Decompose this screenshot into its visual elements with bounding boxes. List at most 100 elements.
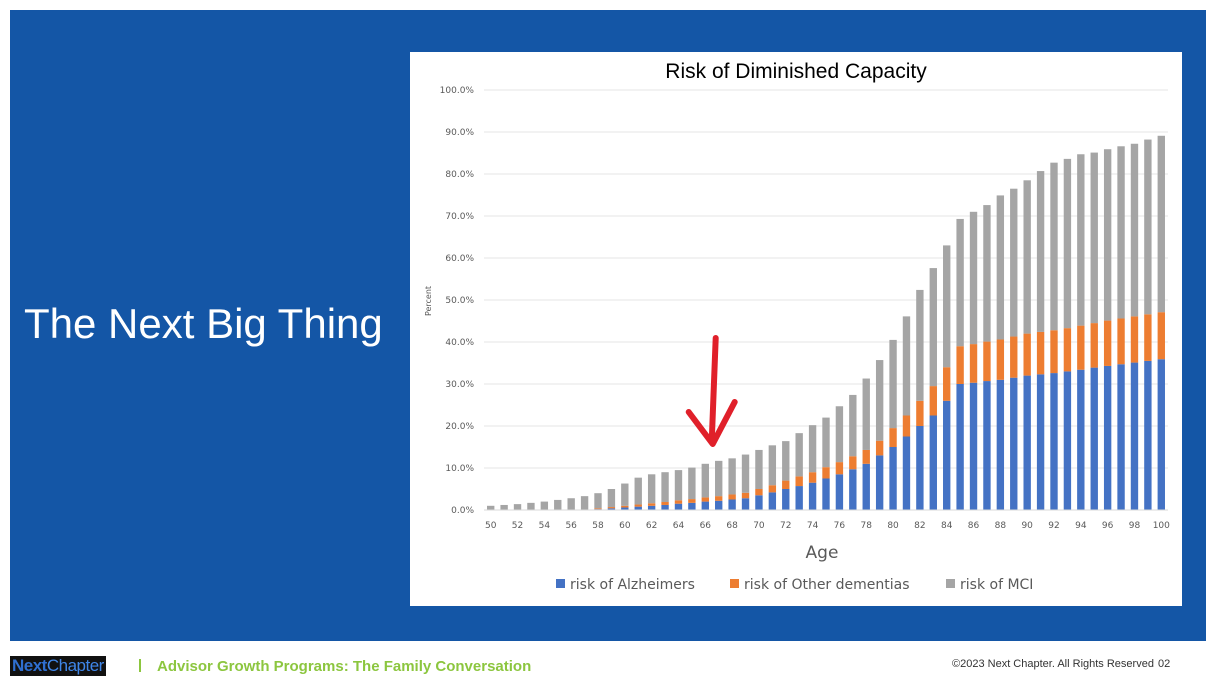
bar-segment <box>929 386 937 416</box>
x-tick-label: 58 <box>592 521 604 531</box>
bar-segment <box>1144 360 1152 510</box>
bar-segment <box>1130 143 1139 317</box>
bar-segment <box>580 496 589 510</box>
bar-segment <box>996 195 1005 340</box>
bar-segment <box>540 501 549 510</box>
bar-segment <box>902 415 911 437</box>
bar-segment <box>715 496 723 501</box>
down-arrow-icon <box>685 335 738 447</box>
bar-segment <box>1130 316 1139 363</box>
bar-segment <box>1090 152 1098 324</box>
y-tick-label: 100.0% <box>440 86 475 96</box>
bar-segment <box>1023 375 1031 510</box>
page-number: 02 <box>1158 658 1171 670</box>
bar-segment <box>808 482 817 510</box>
bar-segment <box>795 476 803 487</box>
bar-segment <box>795 486 803 510</box>
bar-segment <box>1103 320 1112 366</box>
bar-segment <box>983 341 991 382</box>
bar-segment <box>875 360 884 441</box>
bar-segment <box>862 463 870 510</box>
bar-segment <box>822 478 830 510</box>
x-tick-label: 70 <box>753 521 765 531</box>
x-tick-label: 82 <box>914 521 925 531</box>
bar-segment <box>902 316 911 416</box>
x-tick-label: 92 <box>1048 521 1059 531</box>
bar-segment <box>728 499 736 510</box>
bar-segment <box>956 218 964 347</box>
bar-segment <box>1036 331 1045 375</box>
bar-segment <box>849 394 857 457</box>
bar-segment <box>688 467 696 500</box>
bar-segment <box>1077 369 1085 510</box>
y-tick-label: 40.0% <box>445 338 474 348</box>
bar-segment <box>969 382 978 510</box>
x-tick-label: 62 <box>646 521 657 531</box>
bar-segment <box>688 499 696 503</box>
bar-segment <box>782 489 790 510</box>
bar-segment <box>688 502 696 510</box>
bar-segment <box>808 425 817 473</box>
bar-segment <box>996 339 1005 380</box>
bar-segment <box>1023 333 1031 376</box>
bar-segment <box>889 339 897 429</box>
chart-title: Risk of Diminished Capacity <box>665 60 927 83</box>
bar-segment <box>554 499 562 510</box>
bar-segment <box>1010 336 1018 378</box>
bar-segment <box>782 441 790 481</box>
bar-segment <box>862 449 870 464</box>
bar-segment <box>701 501 709 510</box>
bar-segment <box>1117 146 1125 319</box>
x-tick-label: 52 <box>512 521 523 531</box>
x-tick-label: 98 <box>1129 521 1141 531</box>
bar-segment <box>1090 323 1098 368</box>
bar-segment <box>983 205 991 342</box>
slide-heading: The Next Big Thing <box>24 300 383 347</box>
x-tick-label: 76 <box>834 521 846 531</box>
bar-segment <box>661 472 669 503</box>
footer-program-title: Advisor Growth Programs: The Family Conv… <box>157 658 532 675</box>
bar-segment <box>1063 371 1072 510</box>
x-tick-label: 68 <box>726 521 738 531</box>
bar-segment <box>755 449 763 489</box>
bar-segment <box>943 245 951 368</box>
x-tick-label: 86 <box>968 521 980 531</box>
legend-swatch <box>556 579 565 588</box>
bar-segment <box>943 367 951 401</box>
bar-segment <box>634 504 642 507</box>
bar-segment <box>755 489 763 496</box>
x-tick-label: 80 <box>887 521 899 531</box>
bar-segment <box>768 485 777 493</box>
bar-segment <box>916 400 924 426</box>
x-tick-label: 94 <box>1075 521 1087 531</box>
next-chapter-logo: NextChapter <box>10 656 106 676</box>
y-tick-label: 70.0% <box>445 212 474 222</box>
bar-segment <box>661 504 669 510</box>
bar-segment <box>1063 328 1072 372</box>
bar-segment <box>929 268 937 387</box>
y-tick-label: 90.0% <box>445 128 474 138</box>
annotation-arrow <box>685 335 738 447</box>
x-axis-ticks: 50 52 54 56 58 60 62 64 66 68 70 72 74 76 78 80 82 84 86 88… <box>485 521 1170 531</box>
bar-segment <box>795 433 803 477</box>
bar-segment <box>1050 330 1058 374</box>
bar-segment <box>943 400 951 510</box>
y-tick-label: 50.0% <box>445 296 474 306</box>
bar-segment <box>996 379 1005 510</box>
footer-separator <box>139 659 141 672</box>
x-tick-label: 64 <box>673 521 685 531</box>
bar-segment <box>1023 180 1031 334</box>
legend-label: risk of Other dementias <box>744 577 910 593</box>
bar-segment <box>634 506 642 510</box>
bar-segment <box>969 211 978 345</box>
logo-text-chapter: Chapter <box>46 656 104 675</box>
bar-segment <box>741 492 750 499</box>
x-tick-label: 96 <box>1102 521 1114 531</box>
bar-segment <box>1050 373 1058 510</box>
bar-segment <box>1063 158 1072 329</box>
bar-segment <box>634 477 642 505</box>
bar-segment <box>875 440 884 456</box>
x-tick-label: 78 <box>861 521 873 531</box>
bar-segment <box>929 415 937 510</box>
bar-segment <box>607 508 616 510</box>
